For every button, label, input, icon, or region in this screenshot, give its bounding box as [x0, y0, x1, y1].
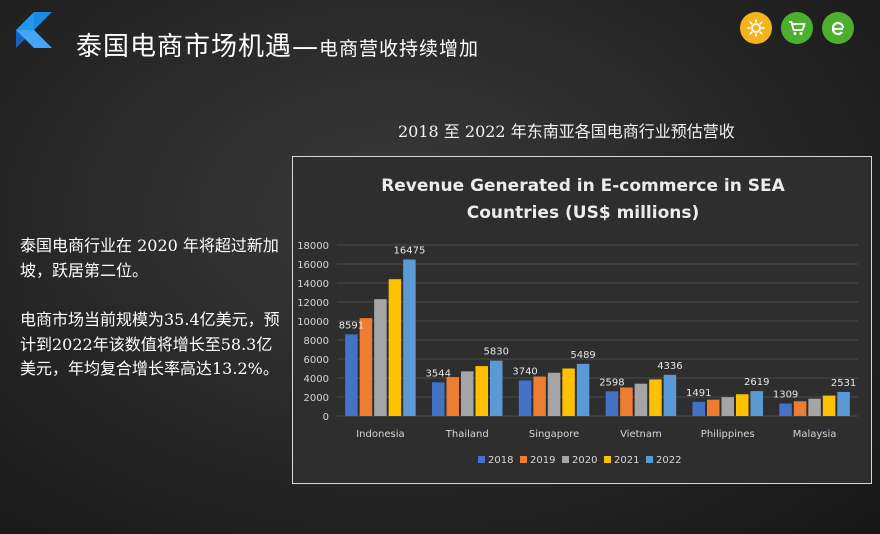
- bar-vietnam-2021: [649, 379, 662, 416]
- bar-malaysia-2019: [793, 401, 807, 416]
- legend-swatch-2021: [604, 456, 611, 463]
- bar-malaysia-2018: [779, 403, 792, 416]
- x-tick-label-philippines: Philippines: [701, 429, 755, 440]
- data-label: 16475: [394, 245, 426, 256]
- title-subtitle: 电商营收持续增加: [319, 38, 480, 60]
- data-label: 2619: [744, 377, 769, 388]
- data-label: 2598: [599, 377, 624, 388]
- bar-indonesia-2022: [403, 259, 416, 416]
- y-tick-label: 12000: [297, 298, 329, 309]
- bar-vietnam-2020: [634, 383, 648, 416]
- chart-caption: 2018 至 2022 年东南亚各国电商行业预估营收: [398, 122, 735, 141]
- y-tick-label: 16000: [297, 260, 329, 271]
- legend-swatch-2018: [478, 456, 485, 463]
- data-label: 5489: [570, 350, 595, 361]
- chart-title-line: Countries (US$ millions): [467, 203, 700, 223]
- bar-philippines-2019: [707, 399, 720, 416]
- y-tick-label: 18000: [297, 241, 329, 252]
- x-tick-label-malaysia: Malaysia: [793, 429, 837, 440]
- bar-vietnam-2022: [663, 374, 677, 416]
- x-tick-label-singapore: Singapore: [529, 429, 579, 440]
- bar-singapore-2019: [533, 376, 546, 416]
- legend-label-2021: 2021: [614, 455, 639, 466]
- bar-thailand-2020: [461, 371, 474, 416]
- legend-label-2020: 2020: [572, 455, 597, 466]
- legend-label-2018: 2018: [488, 455, 513, 466]
- legend-label-2022: 2022: [656, 455, 681, 466]
- bar-vietnam-2019: [620, 387, 633, 416]
- bar-indonesia-2020: [374, 299, 387, 416]
- bar-thailand-2022: [490, 360, 503, 416]
- bar-indonesia-2021: [388, 279, 402, 416]
- y-tick-label: 10000: [297, 317, 329, 328]
- bar-indonesia-2019: [359, 318, 373, 416]
- chart-title-line: Revenue Generated in E-commerce in SEA: [381, 176, 785, 196]
- y-tick-label: 14000: [297, 279, 329, 290]
- paragraph-thailand-rank: 泰国电商行业在 2020 年将超过新加坡，跃居第二位。: [20, 236, 279, 280]
- bar-thailand-2018: [432, 382, 445, 416]
- top-icon-group: [740, 12, 854, 44]
- bar-malaysia-2021: [822, 395, 836, 416]
- y-tick-label: 6000: [304, 355, 329, 366]
- page-title: 泰国电商市场机遇—电商营收持续增加: [76, 26, 479, 63]
- data-label: 1491: [686, 388, 711, 399]
- bar-indonesia-2018: [345, 334, 358, 416]
- data-label: 4336: [657, 361, 682, 372]
- bar-thailand-2019: [446, 377, 459, 416]
- bar-malaysia-2022: [837, 391, 850, 416]
- logo-mark: [16, 12, 52, 48]
- bar-vietnam-2018: [605, 391, 619, 416]
- bar-singapore-2020: [547, 372, 561, 416]
- x-tick-label-thailand: Thailand: [445, 429, 489, 440]
- data-label: 5830: [484, 347, 509, 358]
- y-tick-label: 2000: [304, 393, 329, 404]
- cart-icon[interactable]: [781, 12, 813, 44]
- bar-singapore-2018: [518, 380, 532, 416]
- data-label: 8591: [339, 320, 364, 331]
- legend-swatch-2022: [646, 456, 653, 463]
- paragraph-market-size: 电商市场当前规模为35.4亿美元，预计到2022年该数值将增长至58.3亿美元，…: [20, 310, 280, 378]
- bar-chart: Revenue Generated in E-commerce in SEA Co…: [293, 157, 870, 482]
- bar-philippines-2022: [750, 391, 763, 416]
- ie-browser-icon[interactable]: [822, 12, 854, 44]
- y-tick-label: 0: [323, 412, 329, 423]
- data-label: 3544: [426, 368, 451, 379]
- data-label: 2531: [831, 378, 856, 389]
- gear-icon[interactable]: [740, 12, 772, 44]
- bar-thailand-2021: [475, 366, 488, 416]
- x-tick-label-vietnam: Vietnam: [620, 429, 662, 440]
- bar-singapore-2022: [576, 363, 590, 416]
- data-label: 3740: [512, 366, 537, 377]
- legend-swatch-2020: [562, 456, 569, 463]
- bar-philippines-2018: [692, 401, 705, 416]
- legend-label-2019: 2019: [530, 455, 555, 466]
- title-main: 泰国电商市场机遇: [76, 32, 293, 62]
- chart-frame: Revenue Generated in E-commerce in SEA Co…: [292, 156, 872, 484]
- data-label: 1309: [773, 390, 798, 401]
- y-tick-label: 4000: [304, 374, 329, 385]
- bar-malaysia-2020: [808, 398, 821, 416]
- y-tick-label: 8000: [304, 336, 329, 347]
- bar-philippines-2021: [736, 394, 749, 416]
- x-tick-label-indonesia: Indonesia: [356, 429, 404, 440]
- title-dash: —: [292, 32, 320, 62]
- bar-philippines-2020: [721, 397, 734, 416]
- bar-singapore-2021: [562, 368, 575, 416]
- legend-swatch-2019: [520, 456, 527, 463]
